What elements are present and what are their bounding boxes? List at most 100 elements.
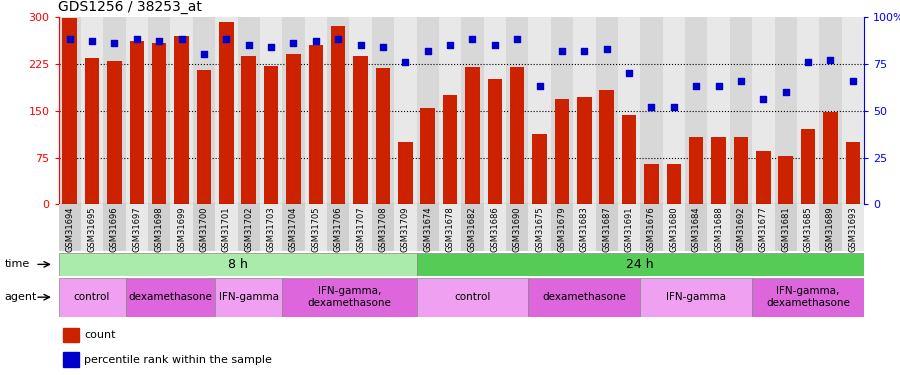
Bar <box>286 54 301 204</box>
Bar <box>573 204 596 251</box>
Point <box>554 48 569 54</box>
Bar <box>81 204 104 251</box>
Bar <box>622 115 636 204</box>
Point <box>577 48 591 54</box>
Bar <box>775 17 796 204</box>
Bar <box>62 18 77 204</box>
Bar <box>241 56 256 204</box>
Text: percentile rank within the sample: percentile rank within the sample <box>85 355 272 365</box>
Bar <box>264 66 278 204</box>
Text: GSM31706: GSM31706 <box>334 207 343 252</box>
Text: GSM31702: GSM31702 <box>244 207 253 252</box>
Point <box>778 89 793 95</box>
Bar <box>644 164 659 204</box>
Bar <box>551 17 573 204</box>
Bar <box>349 17 372 204</box>
Point <box>488 42 502 48</box>
Point <box>533 83 547 89</box>
Point <box>711 83 725 89</box>
Bar <box>283 278 417 317</box>
Bar <box>420 108 435 204</box>
Bar <box>824 112 838 204</box>
Text: IFN-gamma: IFN-gamma <box>219 292 279 302</box>
Text: GSM31689: GSM31689 <box>826 207 835 252</box>
Bar <box>532 134 547 204</box>
Bar <box>730 17 752 204</box>
Bar <box>618 17 640 204</box>
Bar <box>506 17 528 204</box>
Text: dexamethasone: dexamethasone <box>543 292 626 302</box>
Bar <box>62 352 78 367</box>
Bar <box>778 156 793 204</box>
Bar <box>331 26 346 204</box>
Bar <box>528 278 640 317</box>
Bar <box>349 204 372 251</box>
Bar <box>58 204 81 251</box>
Text: GSM31675: GSM31675 <box>536 207 544 252</box>
Point <box>420 48 435 54</box>
Text: time: time <box>4 260 30 269</box>
Bar <box>215 17 238 204</box>
Point <box>241 42 256 48</box>
Bar <box>354 56 368 204</box>
Bar <box>304 204 327 251</box>
Bar <box>842 204 864 251</box>
Text: GSM31691: GSM31691 <box>625 207 634 252</box>
Text: GSM31707: GSM31707 <box>356 207 365 252</box>
Bar <box>398 142 412 204</box>
Bar <box>215 204 238 251</box>
Text: GSM31688: GSM31688 <box>714 207 723 252</box>
Point <box>264 44 278 50</box>
Bar <box>372 204 394 251</box>
Point <box>443 42 457 48</box>
Bar <box>596 204 618 251</box>
Bar <box>640 204 662 251</box>
Bar <box>551 204 573 251</box>
Text: GSM31683: GSM31683 <box>580 207 589 252</box>
Point <box>152 38 166 44</box>
Bar <box>193 204 215 251</box>
Bar <box>734 137 748 204</box>
Point <box>801 59 815 65</box>
Text: GSM31695: GSM31695 <box>87 207 96 252</box>
Bar <box>238 204 260 251</box>
Text: GSM31687: GSM31687 <box>602 207 611 252</box>
Text: GSM31704: GSM31704 <box>289 207 298 252</box>
Text: GSM31674: GSM31674 <box>423 207 432 252</box>
Bar <box>528 17 551 204</box>
Point <box>219 36 233 42</box>
Bar <box>394 204 417 251</box>
Point <box>62 36 77 42</box>
Bar <box>510 67 525 204</box>
Point <box>599 46 614 52</box>
Bar <box>175 36 189 204</box>
Bar <box>148 204 170 251</box>
Bar <box>283 17 304 204</box>
Point <box>85 38 99 44</box>
Bar <box>730 204 752 251</box>
Bar <box>439 204 461 251</box>
Bar <box>443 95 457 204</box>
Text: IFN-gamma,
dexamethasone: IFN-gamma, dexamethasone <box>308 286 392 308</box>
Bar <box>309 45 323 204</box>
Text: GDS1256 / 38253_at: GDS1256 / 38253_at <box>58 0 202 15</box>
Bar <box>152 43 166 204</box>
Bar <box>756 151 770 204</box>
Point <box>197 51 211 57</box>
Text: GSM31708: GSM31708 <box>378 207 387 252</box>
Bar <box>819 17 842 204</box>
Text: GSM31701: GSM31701 <box>221 207 230 252</box>
Bar <box>707 204 730 251</box>
Bar <box>599 90 614 204</box>
Bar <box>796 204 819 251</box>
Text: 24 h: 24 h <box>626 258 654 271</box>
Bar <box>193 17 215 204</box>
Text: GSM31705: GSM31705 <box>311 207 320 252</box>
Bar <box>327 17 349 204</box>
Bar <box>58 17 81 204</box>
Bar <box>62 328 78 342</box>
Bar <box>219 22 234 204</box>
Bar <box>662 204 685 251</box>
Text: GSM31697: GSM31697 <box>132 207 141 252</box>
Bar <box>104 17 126 204</box>
